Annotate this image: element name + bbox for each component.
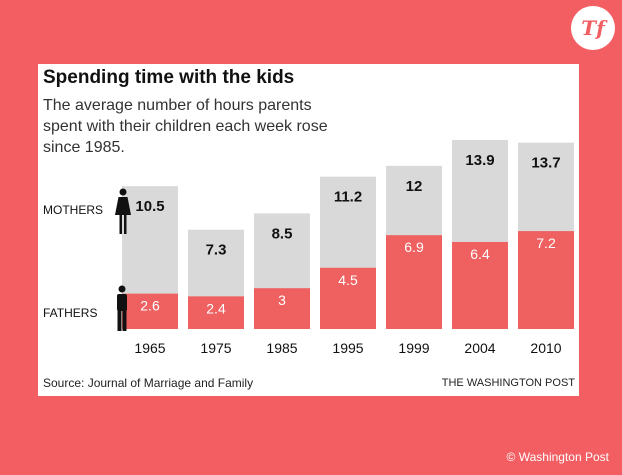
- mothers-value-label: 12: [406, 178, 423, 195]
- legend-fathers-label: FATHERS: [43, 306, 97, 320]
- photo-credit: © Washington Post: [506, 450, 609, 464]
- chart-credit: THE WASHINGTON POST: [441, 377, 575, 389]
- x-tick-label: 2004: [464, 340, 495, 356]
- logo-text: Tf: [581, 16, 605, 40]
- bar-chart: 10.5 2.6 1965 7.3 2.4 1975 8.5 3 1985 11.2 4.5 1995…: [43, 139, 574, 356]
- fathers-value-label: 7.2: [536, 235, 556, 251]
- chart-source: Source: Journal of Marriage and Family: [43, 376, 254, 390]
- fathers-value-label: 4.5: [338, 272, 358, 288]
- fathers-value-label: 6.4: [470, 246, 490, 262]
- mother-icon: [115, 188, 131, 234]
- mothers-value-label: 13.7: [531, 155, 560, 172]
- fathers-bar-2004: [452, 241, 508, 329]
- x-tick-label: 2010: [530, 340, 561, 356]
- fathers-value-label: 6.9: [404, 239, 424, 255]
- x-tick-label: 1995: [332, 340, 363, 356]
- terrafemina-logo: Tf: [571, 6, 615, 50]
- mothers-value-label: 7.3: [206, 242, 227, 259]
- x-tick-label: 1985: [266, 340, 297, 356]
- fathers-bar-2010: [518, 231, 574, 329]
- father-icon: [117, 285, 127, 331]
- x-tick-label: 1999: [398, 340, 429, 356]
- mothers-value-label: 13.9: [465, 152, 494, 169]
- fathers-bar-1985: [254, 288, 310, 329]
- fathers-value-label: 2.6: [140, 298, 160, 314]
- chart-subtitle: The average number of hours parents spen…: [43, 97, 328, 156]
- fathers-bar-1965: [122, 293, 178, 329]
- chart-card: Spending time with the kids The average …: [38, 64, 579, 396]
- mothers-value-label: 11.2: [334, 189, 362, 206]
- fathers-value-label: 2.4: [206, 300, 226, 316]
- x-tick-label: 1975: [200, 340, 231, 356]
- chart-title: Spending time with the kids: [43, 67, 295, 88]
- mothers-value-label: 10.5: [135, 198, 164, 215]
- fathers-bar-1975: [188, 296, 244, 329]
- fathers-value-label: 3: [278, 292, 286, 308]
- x-tick-label: 1965: [134, 340, 165, 356]
- fathers-bar-1999: [386, 235, 442, 329]
- legend-mothers-label: MOTHERS: [43, 203, 103, 217]
- mothers-value-label: 8.5: [272, 225, 293, 242]
- fathers-bar-1995: [320, 267, 376, 329]
